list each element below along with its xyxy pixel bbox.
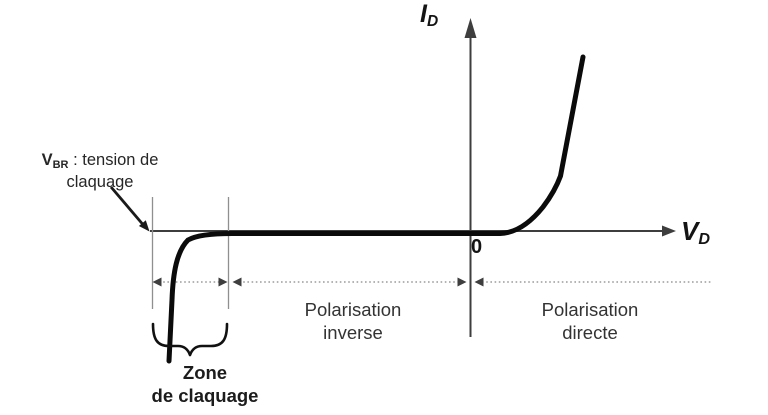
inverse-span-left-arrowhead-icon xyxy=(232,277,242,287)
polarisation-inverse-span-arrow xyxy=(232,277,467,287)
vbr-annotation-line1: VBR : tension de xyxy=(18,150,182,172)
vbr-pointer-line xyxy=(109,186,144,225)
origin-label: 0 xyxy=(471,236,483,258)
zone-claquage-span-arrow xyxy=(152,277,228,287)
inverse-span-right-arrowhead-icon xyxy=(457,277,467,287)
region-inverse-line2: inverse xyxy=(323,321,383,343)
zone-label-line2: de claquage xyxy=(151,385,259,406)
zone-span-right-arrowhead-icon xyxy=(218,277,228,287)
directe-span-left-arrowhead-icon xyxy=(474,277,484,287)
vbr-symbol-subscript: BR xyxy=(52,159,69,171)
zone-brace-icon xyxy=(151,322,229,357)
region-label-inverse: Polarisation inverse xyxy=(273,299,433,344)
vbr-symbol: V xyxy=(41,151,53,169)
region-directe-line1: Polarisation xyxy=(541,299,639,320)
y-axis-label: ID xyxy=(420,0,439,30)
vbr-annotation-text: : tension de xyxy=(68,151,159,169)
zone-span-left-arrowhead-icon xyxy=(152,277,162,287)
x-axis-symbol: V xyxy=(681,216,699,246)
x-axis-subscript: D xyxy=(698,230,710,248)
region-inverse-line1: Polarisation xyxy=(304,299,402,320)
y-axis xyxy=(464,18,477,337)
y-axis-symbol: I xyxy=(420,0,427,28)
vbr-pointer-arrow xyxy=(109,186,150,232)
x-axis-arrowhead-icon xyxy=(662,225,676,237)
region-label-directe: Polarisation directe xyxy=(510,299,670,344)
y-axis-subscript: D xyxy=(426,13,439,30)
x-axis-label: VD xyxy=(681,216,710,248)
zone-label-line1: Zone xyxy=(182,362,228,383)
vbr-annotation-line2: claquage xyxy=(66,173,134,191)
y-axis-arrowhead-icon xyxy=(464,18,477,38)
region-directe-line2: directe xyxy=(562,321,618,343)
vbr-pointer-arrowhead-icon xyxy=(138,220,150,232)
polarisation-directe-span-arrow xyxy=(474,277,713,287)
diode-iv-curve xyxy=(166,54,586,364)
vbr-annotation: VBR : tension de claquage xyxy=(18,150,182,192)
zone-label: Zone de claquage xyxy=(118,361,292,407)
